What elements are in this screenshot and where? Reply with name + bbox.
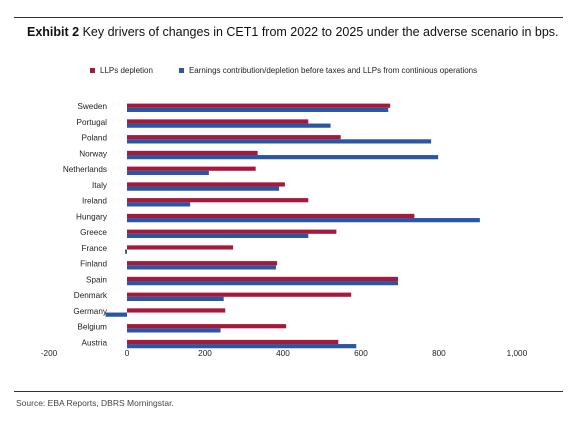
x-tick-labels: -200 0 200 400 600 800 1,000 bbox=[41, 349, 528, 358]
category-labels: Sweden Portugal Poland Norway Netherlands Ita… bbox=[63, 102, 108, 347]
legend-entry-llp: LLPs depletion bbox=[90, 66, 153, 75]
category-label: Germany bbox=[73, 307, 108, 316]
bar-llp-depletion bbox=[127, 166, 256, 171]
bar-earnings-contribution bbox=[127, 281, 398, 286]
bar-llp-depletion bbox=[127, 308, 226, 313]
bar-earnings-contribution bbox=[127, 296, 224, 301]
category-label: Belgium bbox=[77, 323, 107, 332]
category-label: France bbox=[82, 244, 108, 253]
bars-group bbox=[105, 103, 480, 349]
legend-swatch-llp bbox=[90, 68, 95, 73]
legend-entry-earnings: Earnings contribution/depletion before t… bbox=[178, 66, 478, 75]
category-label: Finland bbox=[80, 260, 107, 269]
bar-llp-depletion bbox=[127, 292, 352, 297]
category-label: Greece bbox=[80, 228, 107, 237]
bar-llp-depletion bbox=[127, 213, 415, 219]
source-note: Source: EBA Reports, DBRS Morningstar. bbox=[16, 398, 174, 408]
bar-earnings-contribution bbox=[125, 249, 127, 254]
bar-llp-depletion bbox=[127, 261, 278, 266]
chart-title: Exhibit 2 Key drivers of changes in CET1… bbox=[27, 25, 559, 39]
legend-label-earnings: Earnings contribution/depletion before t… bbox=[188, 66, 478, 75]
bar-earnings-contribution bbox=[127, 107, 389, 112]
x-tick-label: 800 bbox=[432, 349, 446, 358]
bar-earnings-contribution bbox=[127, 233, 309, 238]
category-label: Ireland bbox=[82, 197, 107, 206]
bar-llp-depletion bbox=[127, 135, 341, 140]
bar-llp-depletion bbox=[127, 229, 337, 234]
category-label: Portugal bbox=[77, 118, 108, 127]
category-label: Hungary bbox=[76, 212, 108, 221]
bar-earnings-contribution bbox=[105, 312, 127, 317]
category-label: Sweden bbox=[77, 102, 107, 111]
x-tick-label: -200 bbox=[41, 349, 58, 358]
x-tick-label: 1,000 bbox=[507, 349, 528, 358]
x-tick-label: 200 bbox=[198, 349, 212, 358]
legend-label-llp: LLPs depletion bbox=[100, 66, 153, 75]
bar-llp-depletion bbox=[127, 103, 391, 108]
bar-llp-depletion bbox=[127, 245, 234, 250]
legend: LLPs depletion Earnings contribution/dep… bbox=[90, 66, 477, 75]
title-text: Key drivers of changes in CET1 from 2022… bbox=[79, 25, 559, 39]
top-rule bbox=[14, 17, 563, 18]
bar-earnings-contribution bbox=[127, 123, 331, 128]
bottom-rule bbox=[14, 391, 563, 392]
title-lead: Exhibit 2 bbox=[27, 25, 80, 39]
bar-earnings-contribution bbox=[127, 186, 280, 191]
category-label: Spain bbox=[86, 275, 107, 284]
bar-llp-depletion bbox=[127, 198, 309, 203]
x-tick-label: 600 bbox=[354, 349, 368, 358]
bar-earnings-contribution bbox=[127, 265, 276, 270]
bar-earnings-contribution bbox=[127, 139, 432, 144]
category-label: Poland bbox=[82, 134, 108, 143]
bar-llp-depletion bbox=[127, 276, 398, 282]
category-label: Denmark bbox=[74, 291, 108, 300]
category-label: Netherlands bbox=[63, 165, 107, 174]
category-label: Italy bbox=[92, 181, 108, 190]
bar-earnings-contribution bbox=[127, 155, 439, 160]
bar-llp-depletion bbox=[127, 119, 309, 124]
bar-llp-depletion bbox=[127, 324, 287, 329]
bar-llp-depletion bbox=[127, 150, 258, 156]
category-label: Norway bbox=[79, 149, 108, 158]
bar-earnings-contribution bbox=[127, 344, 357, 349]
bar-llp-depletion bbox=[127, 182, 285, 187]
bar-earnings-contribution bbox=[127, 328, 221, 333]
x-tick-label: 0 bbox=[125, 349, 130, 358]
category-label: Austria bbox=[82, 338, 108, 347]
legend-swatch-earnings bbox=[178, 68, 184, 73]
bar-llp-depletion bbox=[127, 339, 339, 345]
bar-earnings-contribution bbox=[127, 218, 480, 223]
bar-earnings-contribution bbox=[127, 170, 209, 175]
x-tick-label: 400 bbox=[276, 349, 290, 358]
bar-earnings-contribution bbox=[127, 202, 191, 207]
